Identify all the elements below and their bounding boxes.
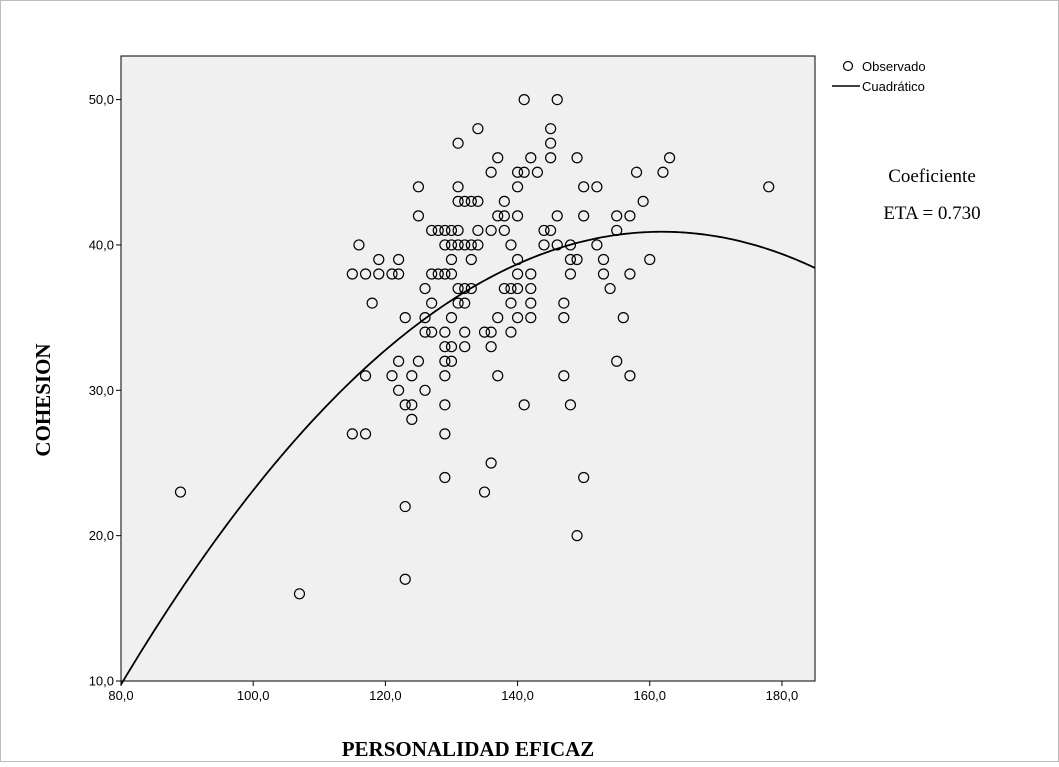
- legend-label-cuadratico: Cuadrático: [862, 79, 925, 94]
- y-tick-label: 40,0: [89, 237, 114, 252]
- x-tick-label: 160,0: [633, 688, 666, 703]
- y-axis-title: COHESION: [31, 343, 55, 456]
- y-tick-label: 20,0: [89, 528, 114, 543]
- x-tick-label: 100,0: [237, 688, 270, 703]
- y-tick-label: 50,0: [89, 92, 114, 107]
- x-tick-label: 180,0: [766, 688, 799, 703]
- annotation-line-2: ETA = 0.730: [883, 203, 980, 224]
- x-tick-label: 80,0: [108, 688, 133, 703]
- annotation-line-1: Coeficiente: [888, 166, 976, 187]
- legend-label-observado: Observado: [862, 59, 926, 74]
- x-axis-title: PERSONALIDAD EFICAZ: [342, 737, 595, 761]
- plot-area: [121, 56, 815, 681]
- x-tick-label: 140,0: [501, 688, 534, 703]
- y-tick-label: 30,0: [89, 383, 114, 398]
- x-tick-label: 120,0: [369, 688, 402, 703]
- y-tick-label: 10,0: [89, 674, 114, 689]
